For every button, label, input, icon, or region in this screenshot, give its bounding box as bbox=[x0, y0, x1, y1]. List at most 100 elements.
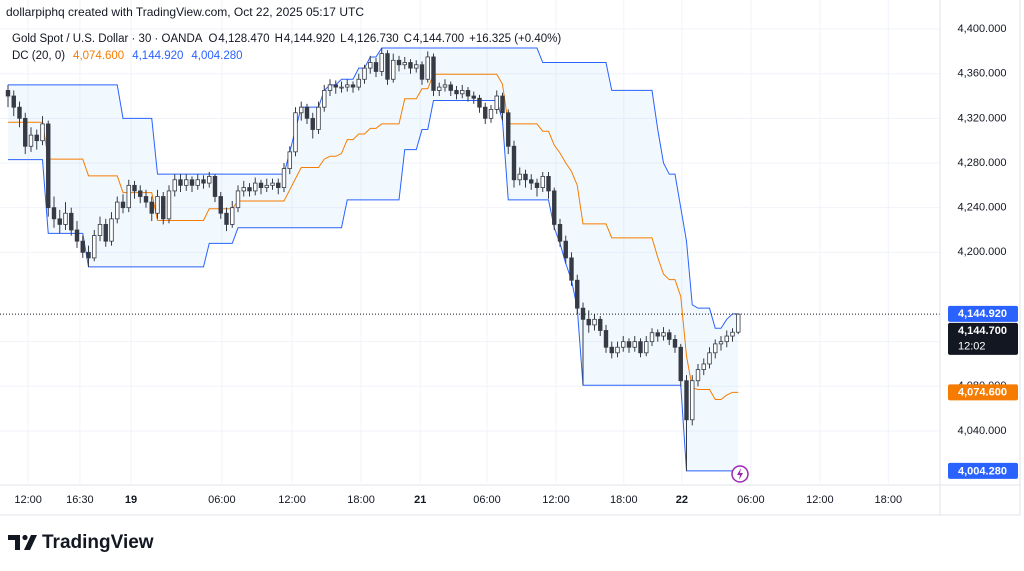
indicator-line bbox=[7, 99, 739, 472]
channel-fill bbox=[7, 48, 739, 471]
candle-body bbox=[379, 53, 384, 72]
x-tick-label: 06:00 bbox=[737, 494, 765, 506]
candle-body bbox=[327, 84, 333, 91]
candle-body bbox=[414, 64, 419, 69]
candle-body bbox=[408, 62, 413, 69]
candle-body bbox=[373, 62, 379, 72]
candle-body bbox=[569, 257, 574, 281]
candle-body bbox=[368, 62, 373, 69]
candle-body bbox=[494, 95, 499, 110]
candle-body bbox=[247, 187, 252, 192]
candle-body bbox=[356, 78, 361, 88]
candle-body bbox=[460, 90, 465, 95]
candle-body bbox=[690, 380, 695, 421]
header: dollarpiphq created with TradingView.com… bbox=[6, 5, 364, 19]
candle-body bbox=[109, 218, 114, 242]
candle-body bbox=[661, 332, 666, 337]
candle-body bbox=[678, 346, 683, 382]
candle-body bbox=[287, 151, 292, 169]
candle-body bbox=[419, 64, 425, 80]
candle-body bbox=[149, 201, 154, 214]
candle-body bbox=[17, 106, 22, 119]
candle-body bbox=[552, 190, 557, 225]
candle-body bbox=[86, 251, 91, 259]
candle-body bbox=[638, 341, 643, 354]
candle-body bbox=[333, 84, 338, 88]
ohlc-value: 4,126.730 bbox=[347, 33, 398, 45]
candle-body bbox=[304, 106, 310, 119]
change: +16.325 (+0.40%) bbox=[469, 33, 561, 45]
candle-body bbox=[592, 318, 597, 326]
candle-body bbox=[350, 84, 356, 88]
candle-body bbox=[184, 179, 189, 186]
x-tick-label: 12:00 bbox=[806, 494, 834, 506]
logo-text: TradingView bbox=[42, 532, 154, 553]
candle-body bbox=[488, 109, 494, 119]
candle-body bbox=[695, 369, 701, 382]
candle-body bbox=[224, 212, 229, 225]
candle-body bbox=[264, 184, 269, 188]
candle-body bbox=[724, 335, 729, 343]
candle-body bbox=[471, 95, 476, 99]
candle-body bbox=[276, 182, 281, 188]
candle-body bbox=[563, 240, 568, 259]
candle-body bbox=[385, 53, 390, 80]
candle-body bbox=[189, 179, 195, 186]
candle-body bbox=[672, 339, 678, 348]
candle-body bbox=[201, 179, 206, 184]
candle-body bbox=[97, 224, 103, 236]
candle-body bbox=[517, 173, 522, 181]
candle-body bbox=[316, 106, 321, 130]
price-badge-label: 4,074.600 bbox=[958, 387, 1007, 399]
ohlc-key: H bbox=[275, 33, 283, 45]
indicator-value: 4,074.600 bbox=[73, 50, 124, 62]
x-tick-label: 22 bbox=[676, 494, 688, 506]
candle-body bbox=[603, 330, 609, 348]
price-badge-label: 4,144.700 bbox=[958, 325, 1007, 337]
candle-body bbox=[730, 331, 735, 337]
candle-body bbox=[575, 279, 580, 309]
legend-indicator: DC (20, 0) 4,074.600 4,144.920 4,004.280 bbox=[12, 50, 243, 62]
candle-body bbox=[115, 201, 120, 220]
candle-body bbox=[425, 56, 430, 80]
indicator-line bbox=[7, 47, 739, 329]
candle-body bbox=[483, 106, 488, 119]
candle-body bbox=[126, 184, 131, 209]
x-tick-label: 12:00 bbox=[14, 494, 42, 506]
candle-body bbox=[103, 224, 108, 242]
candle-body bbox=[161, 196, 166, 220]
y-tick-label: 4,280.000 bbox=[958, 157, 1007, 169]
candle-body bbox=[132, 184, 137, 192]
tradingview-logo[interactable]: TradingView bbox=[8, 532, 154, 553]
candle-body bbox=[235, 190, 241, 209]
candle-body bbox=[465, 90, 471, 97]
candle-body bbox=[540, 176, 545, 188]
candle-body bbox=[529, 179, 534, 184]
alert-icon[interactable] bbox=[731, 465, 749, 483]
y-tick-label: 4,040.000 bbox=[958, 425, 1007, 437]
candle-body bbox=[212, 176, 218, 197]
candle-body bbox=[166, 190, 172, 220]
y-tick-label: 4,240.000 bbox=[958, 202, 1007, 214]
ohlc-value: 4,128.470 bbox=[218, 33, 269, 45]
candle-body bbox=[621, 341, 626, 348]
x-tick-label: 18:00 bbox=[347, 494, 375, 506]
candle-body bbox=[598, 318, 603, 331]
candle-body bbox=[80, 240, 85, 253]
candle-body bbox=[241, 187, 246, 192]
candle-body bbox=[143, 196, 149, 203]
candle-body bbox=[431, 56, 436, 91]
candle-body bbox=[396, 59, 402, 66]
x-tick-label: 06:00 bbox=[473, 494, 501, 506]
candle-body bbox=[649, 332, 655, 343]
y-tick-label: 4,400.000 bbox=[958, 23, 1007, 35]
symbol: Gold Spot / U.S. Dollar · 30 · OANDA bbox=[12, 33, 203, 45]
x-tick-label: 21 bbox=[414, 494, 426, 506]
countdown-label: 12:02 bbox=[958, 341, 986, 353]
candle-body bbox=[293, 112, 298, 153]
candle-body bbox=[34, 134, 39, 142]
price-badge-label: 4,004.280 bbox=[958, 465, 1007, 477]
candle-body bbox=[500, 95, 505, 114]
candle-body bbox=[63, 212, 68, 225]
